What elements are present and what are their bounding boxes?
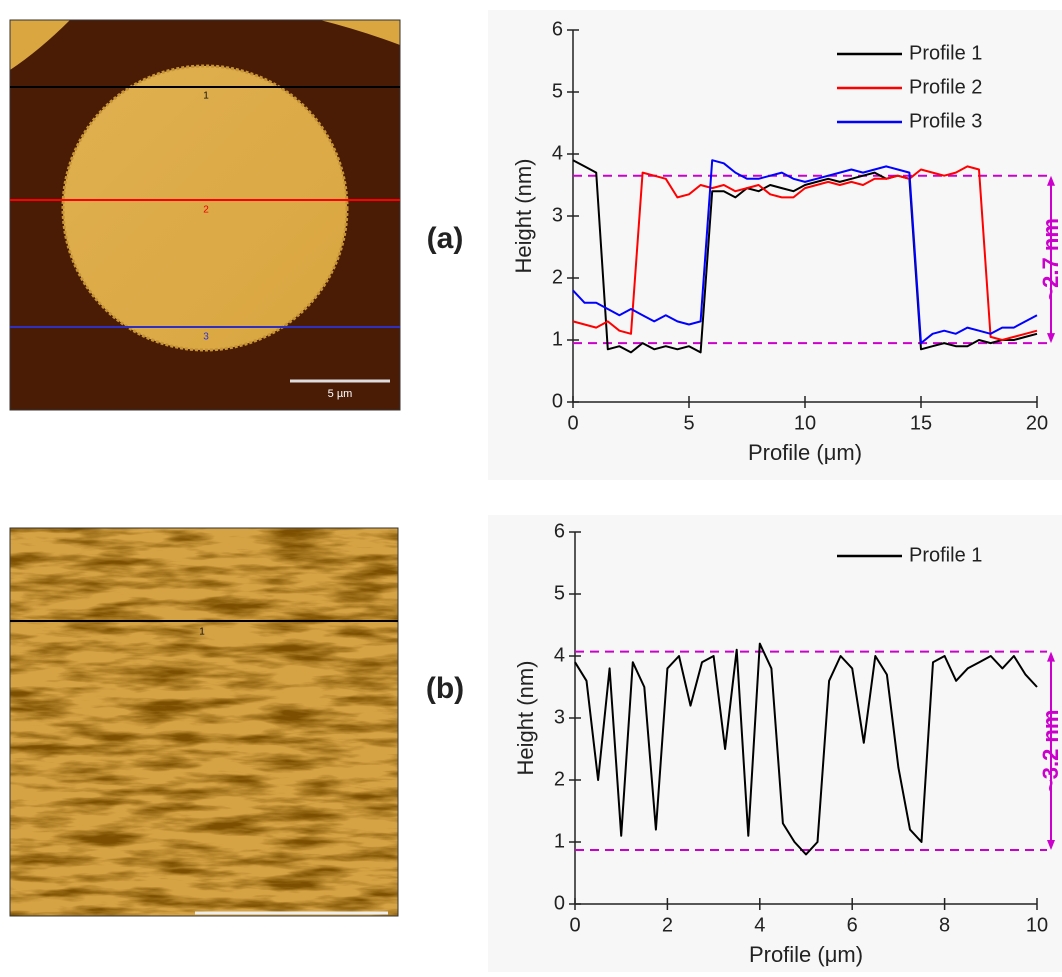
legend-label: Profile 2 xyxy=(909,76,982,98)
legend-label: Profile 1 xyxy=(909,42,982,64)
x-tick-label: 0 xyxy=(569,914,580,936)
image-line-label: 1 xyxy=(203,91,209,102)
x-tick-label: 15 xyxy=(910,412,932,434)
y-tick-label: 0 xyxy=(552,390,563,412)
x-axis-title: Profile (μm) xyxy=(749,942,863,967)
y-tick-label: 2 xyxy=(554,768,565,790)
y-axis-title: Height (nm) xyxy=(511,159,536,274)
x-tick-label: 10 xyxy=(1026,914,1048,936)
x-tick-label: 8 xyxy=(939,914,950,936)
y-tick-label: 5 xyxy=(554,582,565,604)
y-tick-label: 3 xyxy=(554,706,565,728)
chart-bg xyxy=(488,515,1062,972)
x-axis-title: Profile (μm) xyxy=(748,440,862,465)
x-tick-label: 2 xyxy=(662,914,673,936)
x-tick-label: 20 xyxy=(1026,412,1048,434)
series-line xyxy=(574,642,1038,856)
annotation: ~2.7 nm xyxy=(1038,218,1062,301)
series-line xyxy=(572,159,1038,345)
legend-label: Profile 1 xyxy=(909,544,982,566)
y-tick-label: 6 xyxy=(554,520,565,542)
x-tick-label: 10 xyxy=(794,412,816,434)
arrow-head xyxy=(1047,651,1055,662)
y-tick-label: 2 xyxy=(552,266,563,288)
series-line xyxy=(572,159,1038,354)
y-tick-label: 6 xyxy=(552,18,563,40)
x-tick-label: 6 xyxy=(847,914,858,936)
y-tick-label: 1 xyxy=(552,328,563,350)
image-line-label: 3 xyxy=(203,332,209,343)
arrow-head xyxy=(1047,333,1055,344)
y-tick-label: 4 xyxy=(552,142,563,164)
image-line-label: 1 xyxy=(199,627,205,638)
afm-image-b: 1 5 µm xyxy=(9,527,399,932)
y-axis-title: Height (nm) xyxy=(513,661,538,776)
scale-bar-label: 5 µm xyxy=(278,920,303,932)
legend-label: Profile 3 xyxy=(909,110,982,132)
scale-bar-label: 5 µm xyxy=(328,388,353,400)
image-line-label: 2 xyxy=(203,205,209,216)
x-tick-label: 4 xyxy=(754,914,765,936)
panel-label: (a) xyxy=(427,222,464,255)
panel-label: (b) xyxy=(426,672,464,705)
y-tick-label: 0 xyxy=(554,892,565,914)
y-tick-label: 4 xyxy=(554,644,565,666)
y-tick-label: 3 xyxy=(552,204,563,226)
annotation: ~3.2 nm xyxy=(1038,710,1062,793)
x-tick-label: 0 xyxy=(567,412,578,434)
arrow-head xyxy=(1047,175,1055,186)
series-line xyxy=(572,165,1038,341)
y-tick-label: 5 xyxy=(552,80,563,102)
x-tick-label: 5 xyxy=(683,412,694,434)
y-tick-label: 1 xyxy=(554,830,565,852)
afm-image-a: 1 2 3 5 µm xyxy=(9,19,401,411)
arrow-head xyxy=(1047,840,1055,851)
